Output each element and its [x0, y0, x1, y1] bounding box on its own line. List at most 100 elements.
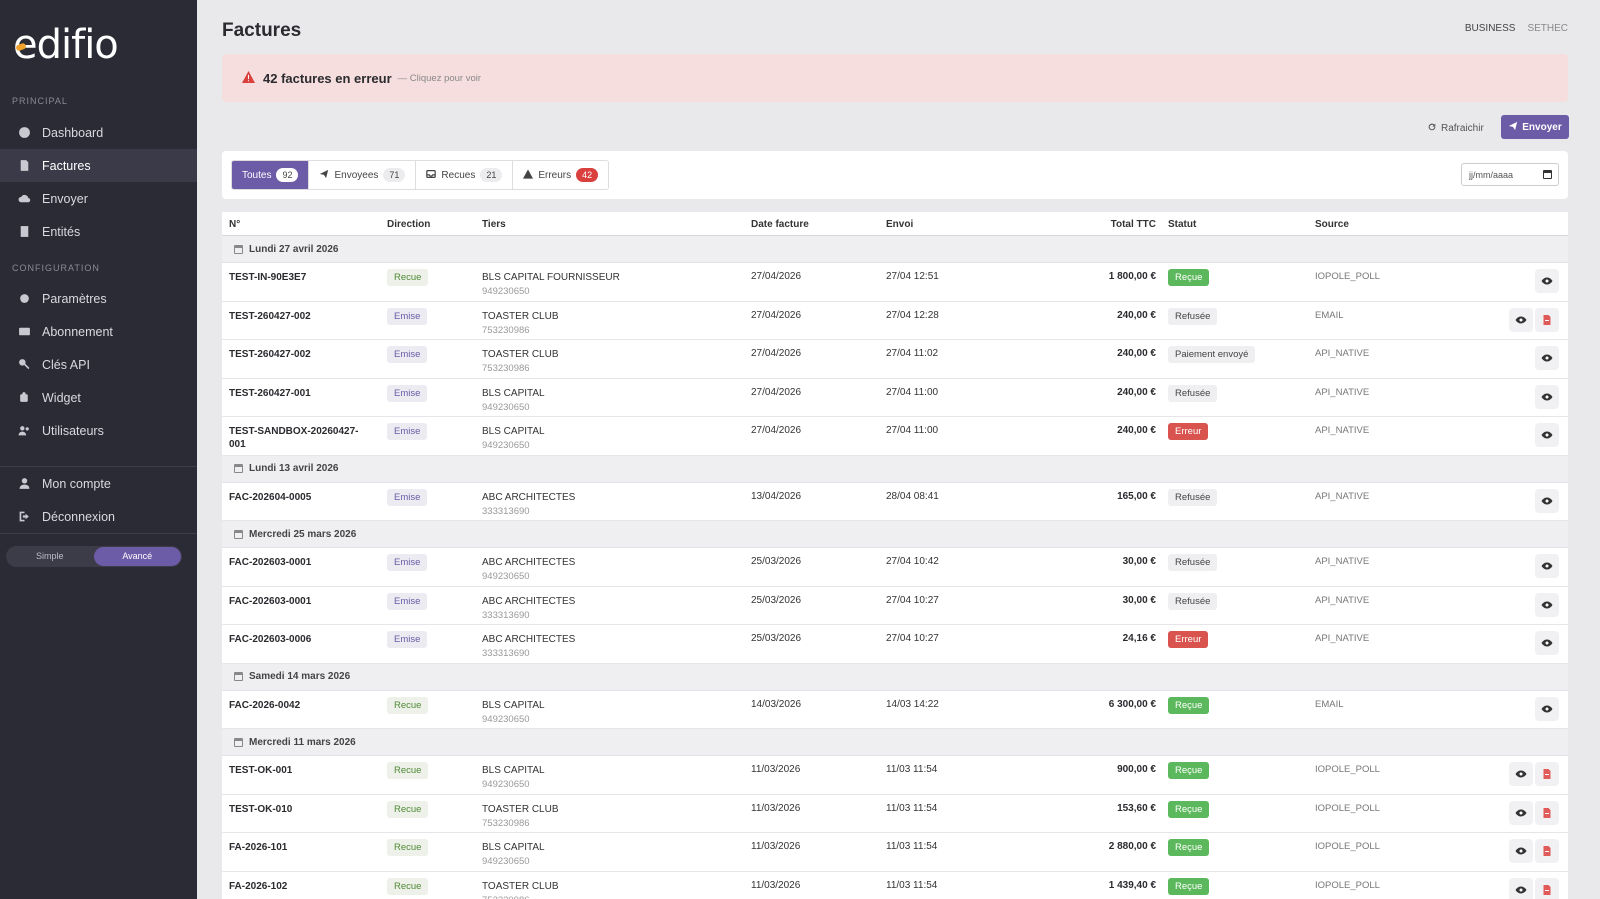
- pdf-icon[interactable]: [1535, 762, 1559, 786]
- view-icon[interactable]: [1509, 877, 1533, 899]
- tab-toutes[interactable]: Toutes 92: [232, 161, 310, 189]
- view-icon[interactable]: [1509, 762, 1533, 786]
- sidebar-item-envoyer[interactable]: Envoyer: [0, 182, 197, 215]
- invoice-number[interactable]: TEST-OK-010: [229, 803, 293, 815]
- tiers-siren: 949230650: [482, 779, 530, 790]
- error-alert-banner[interactable]: 42 factures en erreur — Cliquez pour voi…: [222, 54, 1568, 102]
- view-icon[interactable]: [1535, 384, 1559, 409]
- view-icon[interactable]: [1535, 631, 1559, 655]
- view-icon[interactable]: [1535, 269, 1559, 293]
- tiers-cell: ABC ARCHITECTES 333313690: [482, 491, 575, 519]
- table-row[interactable]: TEST-OK-001 Recue BLS CAPITAL 949230650 11/0…: [222, 756, 1568, 795]
- invoice-number[interactable]: TEST-260427-002: [229, 349, 311, 360]
- col-header-date[interactable]: Date facture: [751, 219, 809, 230]
- cloud-upload-icon: [16, 191, 32, 207]
- view-icon[interactable]: [1509, 800, 1533, 825]
- invoice-number[interactable]: TEST-IN-90E3E7: [229, 272, 307, 283]
- mode-simple-option[interactable]: Simple: [35, 551, 64, 561]
- invoice-number[interactable]: TEST-SANDBOX-20260427-001: [229, 426, 359, 450]
- view-icon[interactable]: [1509, 307, 1533, 332]
- invoice-date: 27/04/2026: [751, 386, 802, 398]
- view-icon[interactable]: [1535, 554, 1559, 578]
- pdf-icon[interactable]: [1535, 839, 1559, 863]
- view-icon[interactable]: [1535, 423, 1559, 447]
- sidebar-item-mon-compte[interactable]: Mon compte: [0, 467, 197, 500]
- table-row[interactable]: FAC-202604-0005 Emise ABC ARCHITECTES 33331…: [222, 483, 1568, 521]
- view-icon[interactable]: [1509, 839, 1533, 863]
- source-label: EMAIL: [1315, 309, 1344, 321]
- table-row[interactable]: TEST-OK-010 Recue TOASTER CLUB 753230986 11/…: [222, 795, 1568, 833]
- send-button[interactable]: Envoyer: [1501, 115, 1569, 139]
- invoice-number[interactable]: TEST-260427-002: [229, 310, 311, 322]
- sidebar-item-abonnement[interactable]: Abonnement: [0, 315, 197, 348]
- sidebar-item-deconnexion[interactable]: Déconnexion: [0, 500, 197, 533]
- invoice-number[interactable]: FAC-2026-0042: [229, 699, 301, 711]
- status-cell: Reçue: [1168, 839, 1210, 856]
- tiers-siren: 753230986: [482, 324, 530, 336]
- col-header-envoi[interactable]: Envoi: [886, 219, 914, 230]
- table-row[interactable]: TEST-IN-90E3E7 Recue BLS CAPITAL FOURNISSE…: [222, 263, 1568, 302]
- sidebar-item-widget[interactable]: Widget: [0, 381, 197, 414]
- send-datetime: 28/04 08:41: [886, 490, 939, 502]
- table-row[interactable]: TEST-260427-002 Emise TOASTER CLUB 75323098…: [222, 302, 1568, 340]
- table-row[interactable]: TEST-260427-002 Emise TOASTER CLUB 75323098…: [222, 340, 1568, 379]
- paper-plane-icon: [1508, 121, 1518, 134]
- view-icon[interactable]: [1535, 346, 1559, 370]
- app-logo[interactable]: edifio: [13, 22, 119, 68]
- view-icon[interactable]: [1535, 592, 1559, 617]
- sidebar-item-cles-api[interactable]: Clés API: [0, 348, 197, 381]
- table-row[interactable]: FAC-202603-0001 Emise ABC ARCHITECTES 94923…: [222, 548, 1568, 587]
- table-row[interactable]: FAC-202603-0001 Emise ABC ARCHITECTES 33331…: [222, 587, 1568, 625]
- mode-avance-option[interactable]: Avancé: [93, 547, 181, 566]
- invoice-number[interactable]: FA-2026-101: [229, 842, 288, 853]
- plan-label: BUSINESS: [1464, 23, 1516, 34]
- table-row[interactable]: FAC-2026-0042 Recue BLS CAPITAL 949230650 14…: [222, 691, 1568, 729]
- pdf-icon[interactable]: [1535, 307, 1559, 332]
- invoice-number[interactable]: FA-2026-102: [229, 880, 288, 892]
- invoice-date: 25/03/2026: [751, 556, 802, 567]
- invoice-number[interactable]: FAC-202603-0001: [229, 557, 312, 568]
- view-icon[interactable]: [1535, 696, 1559, 721]
- invoice-number[interactable]: FAC-202603-0006: [229, 634, 312, 645]
- table-row[interactable]: FA-2026-101 Recue BLS CAPITAL 949230650 11/0…: [222, 833, 1568, 872]
- send-label: Envoyer: [1522, 121, 1562, 133]
- warning-icon: [523, 168, 534, 182]
- status-cell: Refusée: [1168, 307, 1218, 325]
- table-row[interactable]: TEST-SANDBOX-20260427-001 Emise BLS CAPITA…: [222, 417, 1568, 456]
- table-row[interactable]: TEST-260427-001 Emise BLS CAPITAL 949230650…: [222, 379, 1568, 417]
- direction-badge: Emise: [387, 631, 428, 648]
- col-header-total[interactable]: Total TTC: [1110, 219, 1156, 230]
- tab-envoyees[interactable]: Envoyees 71: [309, 161, 417, 189]
- invoice-icon: [16, 158, 32, 174]
- date-filter-input[interactable]: jj/mm/aaaa: [1461, 163, 1559, 186]
- table-row[interactable]: FAC-202603-0006 Emise ABC ARCHITECTES 33331…: [222, 625, 1568, 664]
- sidebar-item-dashboard[interactable]: Dashboard: [0, 116, 197, 149]
- col-header-statut[interactable]: Statut: [1168, 219, 1197, 230]
- invoice-number[interactable]: FAC-202604-0005: [229, 491, 312, 503]
- tab-count: 71: [383, 168, 406, 182]
- col-header-source[interactable]: Source: [1315, 219, 1349, 230]
- sidebar-item-utilisateurs[interactable]: Utilisateurs: [0, 414, 197, 447]
- company-label[interactable]: SETHEC: [1527, 23, 1568, 34]
- tiers-name: TOASTER CLUB: [482, 349, 559, 360]
- tab-recues[interactable]: Recues 21: [416, 161, 514, 189]
- col-header-direction[interactable]: Direction: [387, 219, 431, 230]
- sidebar-item-parametres[interactable]: Paramètres: [0, 282, 197, 315]
- tab-erreurs[interactable]: Erreurs 42: [513, 161, 609, 189]
- pdf-icon[interactable]: [1535, 877, 1559, 899]
- invoice-number[interactable]: TEST-260427-001: [229, 387, 311, 399]
- gear-icon: [16, 291, 32, 307]
- view-icon[interactable]: [1535, 488, 1559, 513]
- sidebar-item-entites[interactable]: Entités: [0, 215, 197, 248]
- refresh-button[interactable]: Rafraichir: [1427, 117, 1484, 139]
- sidebar-item-factures[interactable]: Factures: [0, 149, 197, 182]
- col-header-tiers[interactable]: Tiers: [482, 219, 506, 230]
- col-header-num[interactable]: N°: [229, 219, 241, 230]
- mode-switch[interactable]: Simple Avancé: [6, 546, 182, 567]
- pdf-icon[interactable]: [1535, 800, 1559, 825]
- calendar-icon[interactable]: [1543, 170, 1552, 179]
- invoice-number[interactable]: TEST-OK-001: [229, 765, 293, 776]
- source-label: API_NATIVE: [1315, 348, 1370, 359]
- table-row[interactable]: FA-2026-102 Recue TOASTER CLUB 753230986 11/…: [222, 872, 1568, 899]
- invoice-number[interactable]: FAC-202603-0001: [229, 595, 312, 607]
